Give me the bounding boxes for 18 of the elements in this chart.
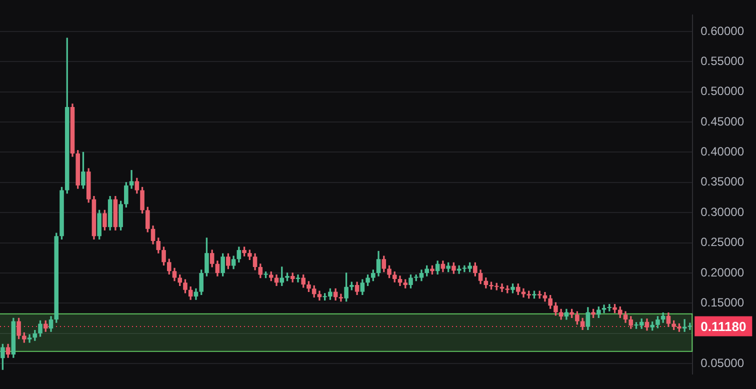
y-tick-label: 0.15000 xyxy=(700,295,744,310)
y-tick-label: 0.55000 xyxy=(700,54,744,68)
y-tick-label: 0.40000 xyxy=(700,144,744,159)
y-tick-label: 0.60000 xyxy=(700,24,744,38)
candlestick xyxy=(602,304,606,314)
y-tick-label: 0.30000 xyxy=(700,204,744,219)
y-tick-label: 0.35000 xyxy=(700,174,744,189)
y-tick-label: 0.20000 xyxy=(700,265,744,280)
y-tick-label: 0.45000 xyxy=(700,114,744,128)
candlestick xyxy=(688,322,692,330)
ref-line-label: 0.11180 xyxy=(700,318,746,334)
y-tick-label: 0.50000 xyxy=(700,84,744,98)
candlestick xyxy=(338,294,344,302)
y-tick-label: 0.25000 xyxy=(700,235,744,250)
candlestick xyxy=(129,170,134,189)
candlestick xyxy=(27,334,32,343)
y-tick-label: 0.05000 xyxy=(700,356,744,370)
candlestick xyxy=(682,319,687,332)
